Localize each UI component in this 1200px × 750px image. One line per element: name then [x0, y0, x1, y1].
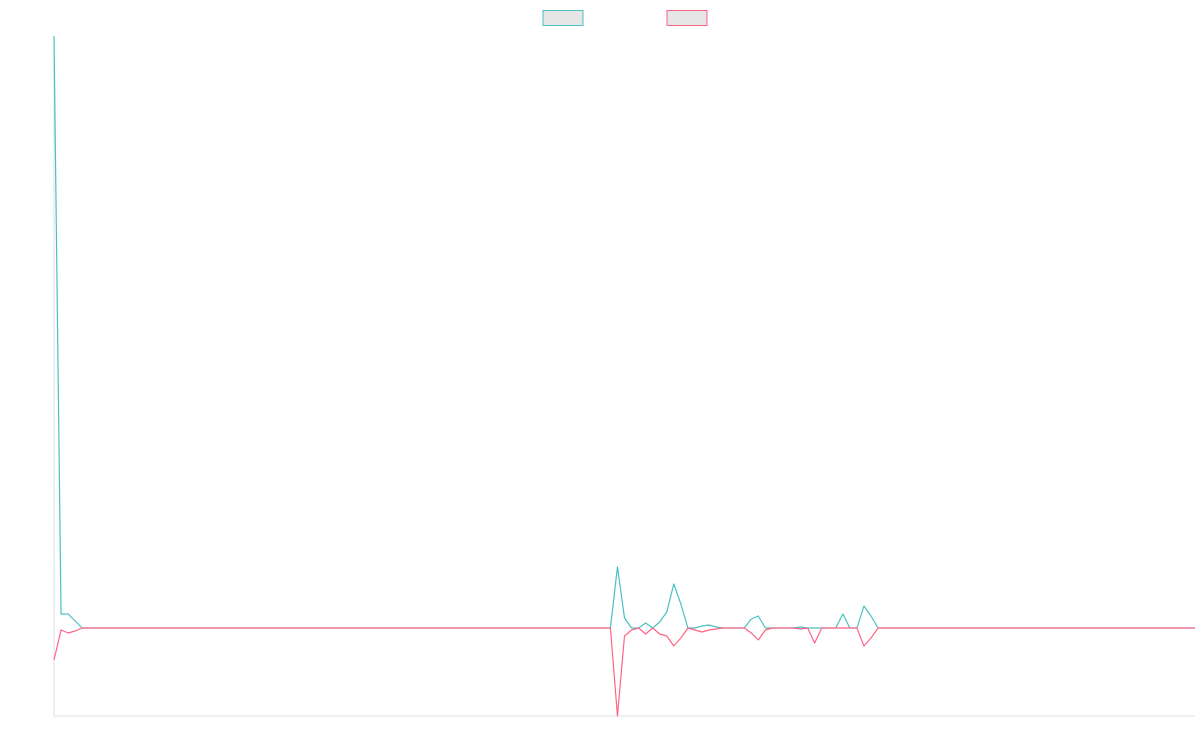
series-line [53, 35, 1195, 629]
legend-swatch[interactable] [666, 10, 708, 26]
legend-swatch[interactable] [542, 10, 584, 26]
series-line [53, 627, 1195, 717]
